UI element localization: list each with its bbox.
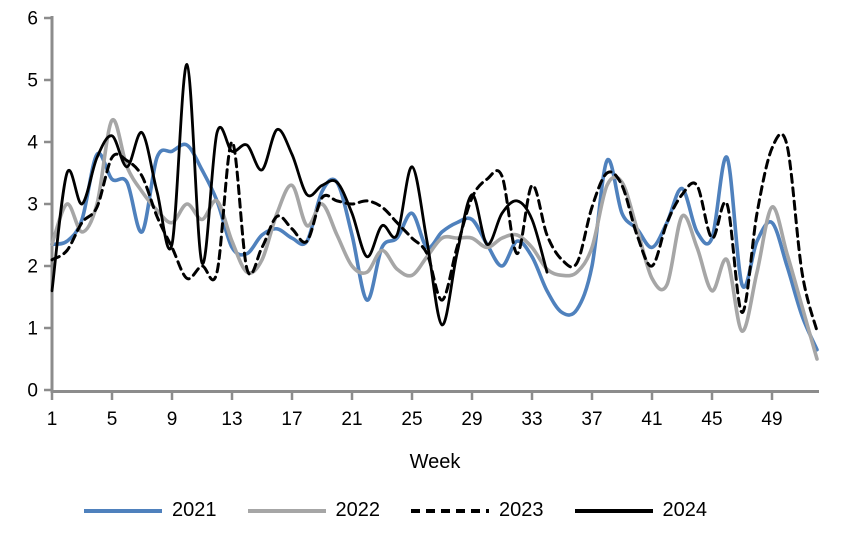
- x-axis-tick-label: 1: [47, 409, 58, 430]
- legend-item-2024: 2024: [574, 499, 708, 522]
- legend-label: 2021: [172, 499, 217, 521]
- y-axis-tick-label: 6: [27, 9, 38, 30]
- series-line-2023: [50, 132, 819, 333]
- x-axis-tick-label: 9: [167, 409, 178, 430]
- y-axis-tick-label: 1: [27, 319, 38, 340]
- x-axis-tick-label: 5: [107, 409, 118, 430]
- y-axis-tick-label: 0: [27, 381, 38, 402]
- legend-item-2021: 2021: [83, 499, 217, 522]
- legend-item-2022: 2022: [247, 499, 381, 522]
- x-axis-tick-label: 49: [761, 409, 782, 430]
- legend-line-sample: [247, 508, 326, 513]
- y-axis-tick-label: 3: [27, 195, 38, 216]
- series-line-2022: [50, 118, 819, 361]
- legend-line-sample: [411, 508, 489, 513]
- x-axis-tick-label: 17: [281, 409, 302, 430]
- x-axis-tick-label: 25: [401, 409, 422, 430]
- legend-label: 2022: [335, 499, 381, 521]
- x-axis-tick-label: 37: [581, 409, 602, 430]
- legend-label: 2024: [662, 499, 708, 521]
- x-axis-tick-label: 41: [641, 409, 662, 430]
- x-axis-title: Week: [409, 451, 461, 473]
- x-axis-tick-label: 13: [221, 409, 242, 430]
- x-axis-tick-label: 45: [701, 409, 722, 430]
- x-axis-tick-label: 33: [521, 409, 542, 430]
- y-axis-tick-label: 5: [27, 71, 38, 92]
- legend-item-2023: 2023: [410, 499, 544, 522]
- y-axis-tick-label: 4: [27, 133, 38, 154]
- legend-line-sample: [84, 508, 162, 513]
- legend-line-sample: [574, 508, 653, 513]
- legend-label: 2023: [499, 499, 544, 521]
- series-line-2024: [50, 63, 549, 327]
- x-axis-tick-label: 29: [461, 409, 482, 430]
- y-axis-tick-label: 2: [27, 257, 38, 278]
- chart-legend: 2021 2022 2023 2024: [0, 499, 790, 522]
- x-axis-tick-label: 21: [341, 409, 362, 430]
